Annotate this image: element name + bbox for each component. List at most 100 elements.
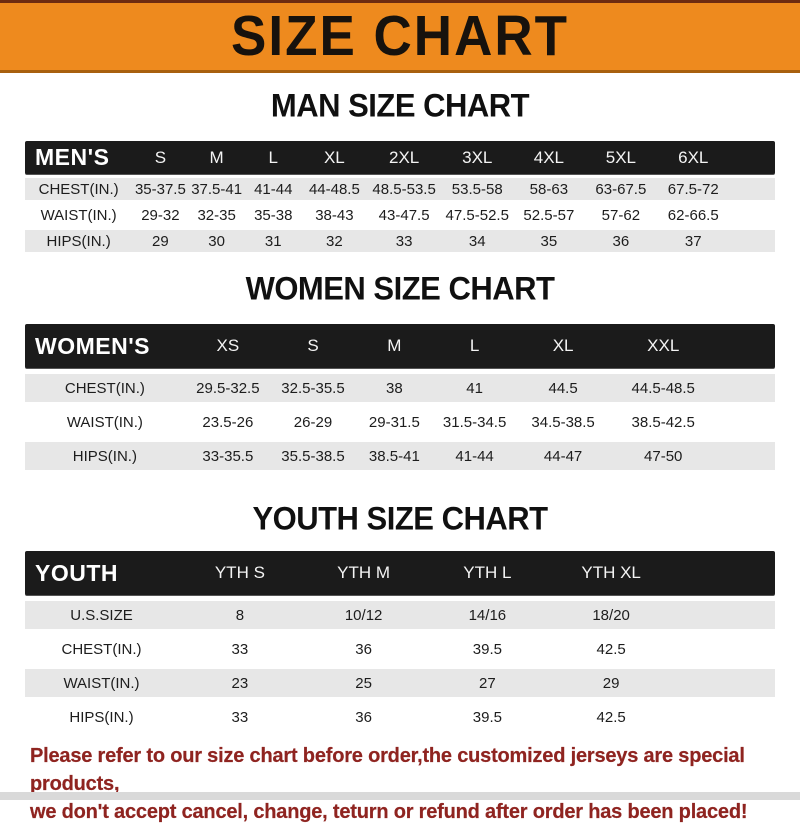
row-label: WAIST(IN.) (40, 206, 117, 224)
page-title: SIZE CHART (231, 5, 569, 68)
table-cell: 29 (602, 674, 620, 692)
size-column-header: YTH L (463, 563, 512, 582)
table-row: WAIST(IN.) 23.5-26 26-29 29-31.5 31.5-34.5 34… (25, 408, 775, 436)
row-label: U.S.SIZE (70, 606, 133, 624)
table-cell: 29-31.5 (368, 413, 420, 431)
page-header-band: SIZE CHART (0, 0, 800, 73)
table-cell: 38.5-41 (368, 447, 420, 465)
youth-section-title: YOUTH SIZE CHART (252, 500, 548, 537)
table-cell: 62-66.5 (667, 206, 719, 224)
size-column-header: XL (552, 336, 574, 355)
youth-size-table: YOUTH YTH S YTH M YTH L YTH XL U.S.SIZE 8 10/12… (25, 551, 775, 731)
women-size-table: WOMEN'S XS S M L XL XXL CHEST(IN.) 29.5-32.5 32.5… (25, 324, 775, 470)
table-cell: 38 (386, 379, 403, 397)
disclaimer-text: Please refer to our size chart before or… (30, 742, 800, 826)
table-cell: 47-50 (644, 447, 683, 465)
table-cell: 42.5 (596, 640, 626, 658)
table-row: CHEST(IN.) 29.5-32.5 32.5-35.5 38 41 44.5 44.5… (25, 374, 775, 402)
table-cell: 37 (684, 232, 702, 250)
table-cell: 37.5-41 (191, 180, 243, 198)
disclaimer-line-1: Please refer to our size chart before or… (30, 745, 745, 795)
table-row: HIPS(IN.) 33-35.5 35.5-38.5 38.5-41 41-44 44-… (25, 442, 775, 470)
table-cell: 41-44 (455, 447, 494, 465)
table-row: HIPS(IN.) 33 36 39.5 42.5 (25, 703, 775, 731)
table-cell: 32 (326, 232, 343, 250)
table-cell: 44.5 (548, 379, 578, 397)
row-label: WAIST(IN.) (66, 413, 143, 431)
table-cell: 25 (355, 674, 372, 692)
row-label: CHEST(IN.) (61, 640, 142, 658)
table-row: CHEST(IN.) 33 36 39.5 42.5 (25, 635, 775, 663)
disclaimer-line-2: we don't accept cancel, change, teturn o… (30, 801, 748, 823)
size-column-header: XXL (647, 336, 680, 355)
table-cell: 32.5-35.5 (281, 379, 345, 397)
table-cell: 35-38 (254, 206, 293, 224)
table-cell: 18/20 (592, 606, 630, 624)
table-cell: 34.5-38.5 (531, 413, 595, 431)
size-column-header: 5XL (605, 147, 636, 167)
man-section-title: MAN SIZE CHART (270, 87, 530, 124)
table-cell: 57-62 (601, 206, 641, 224)
table-row: WAIST(IN.) 23 25 27 29 (25, 669, 775, 697)
table-cell: 63-67.5 (595, 180, 647, 198)
row-label: HIPS(IN.) (69, 708, 134, 726)
table-cell: 10/12 (344, 606, 383, 624)
size-column-header: 2XL (388, 147, 420, 167)
table-header-row: WOMEN'S XS S M L XL XXL (25, 324, 775, 368)
table-cell: 53.5-58 (451, 180, 503, 198)
row-label: HIPS(IN.) (46, 232, 111, 250)
row-label: CHEST(IN.) (64, 379, 145, 397)
size-column-header: L (469, 336, 480, 355)
table-group-label: WOMEN'S (35, 332, 151, 359)
size-column-header: YTH S (214, 563, 265, 582)
table-cell: 30 (208, 232, 225, 250)
table-cell: 14/16 (468, 606, 507, 624)
table-cell: 52.5-57 (523, 206, 575, 224)
size-column-header: XL (323, 147, 345, 167)
table-cell: 41-44 (254, 180, 293, 198)
table-cell: 35-37.5 (134, 180, 186, 198)
table-cell: 36 (612, 232, 630, 250)
table-cell: 29-32 (141, 206, 180, 224)
table-cell: 47.5-52.5 (445, 206, 509, 224)
men-size-table: MEN'S S M L XL 2XL 3XL 4XL 5XL 6XL CHEST(IN.) 35-37… (25, 141, 775, 252)
table-cell: 44-47 (543, 447, 583, 465)
size-column-header: 6XL (678, 147, 709, 167)
row-label: HIPS(IN.) (72, 447, 137, 465)
table-cell: 39.5 (472, 640, 502, 658)
women-section-title: WOMEN SIZE CHART (245, 270, 555, 307)
table-cell: 34 (468, 232, 486, 250)
size-column-header: M (209, 147, 224, 167)
size-column-header: M (387, 336, 402, 355)
table-row: U.S.SIZE 8 10/12 14/16 18/20 (25, 601, 775, 629)
table-cell: 31.5-34.5 (442, 413, 507, 431)
table-cell: 31 (264, 232, 282, 250)
table-row: CHEST(IN.) 35-37.5 37.5-41 41-44 44-48.5 48.5… (25, 178, 775, 200)
table-cell: 23 (231, 674, 249, 692)
table-group-label: YOUTH (35, 559, 118, 586)
size-column-header: S (154, 147, 167, 167)
table-cell: 35.5-38.5 (281, 447, 345, 465)
table-cell: 26-29 (293, 413, 333, 431)
table-cell: 44.5-48.5 (631, 379, 695, 397)
table-cell: 33 (231, 640, 249, 658)
bottom-strip (0, 792, 800, 800)
row-label: CHEST(IN.) (38, 180, 119, 198)
table-cell: 33 (395, 232, 413, 250)
table-cell: 42.5 (596, 708, 626, 726)
table-cell: 67.5-72 (667, 180, 719, 198)
row-label: WAIST(IN.) (63, 674, 140, 692)
table-header-row: YOUTH YTH S YTH M YTH L YTH XL (25, 551, 775, 595)
table-cell: 35 (540, 232, 558, 250)
table-cell: 43-47.5 (378, 206, 430, 224)
table-cell: 29 (152, 232, 169, 250)
table-group-label: MEN'S (35, 144, 110, 170)
table-cell: 33-35.5 (202, 447, 254, 465)
table-cell: 8 (235, 606, 245, 624)
size-column-header: 3XL (462, 147, 493, 167)
table-header-row: MEN'S S M L XL 2XL 3XL 4XL 5XL 6XL (25, 141, 775, 174)
size-column-header: XS (216, 336, 240, 355)
size-column-header: L (268, 147, 278, 167)
table-cell: 38-43 (315, 206, 354, 224)
table-cell: 23.5-26 (202, 413, 254, 431)
